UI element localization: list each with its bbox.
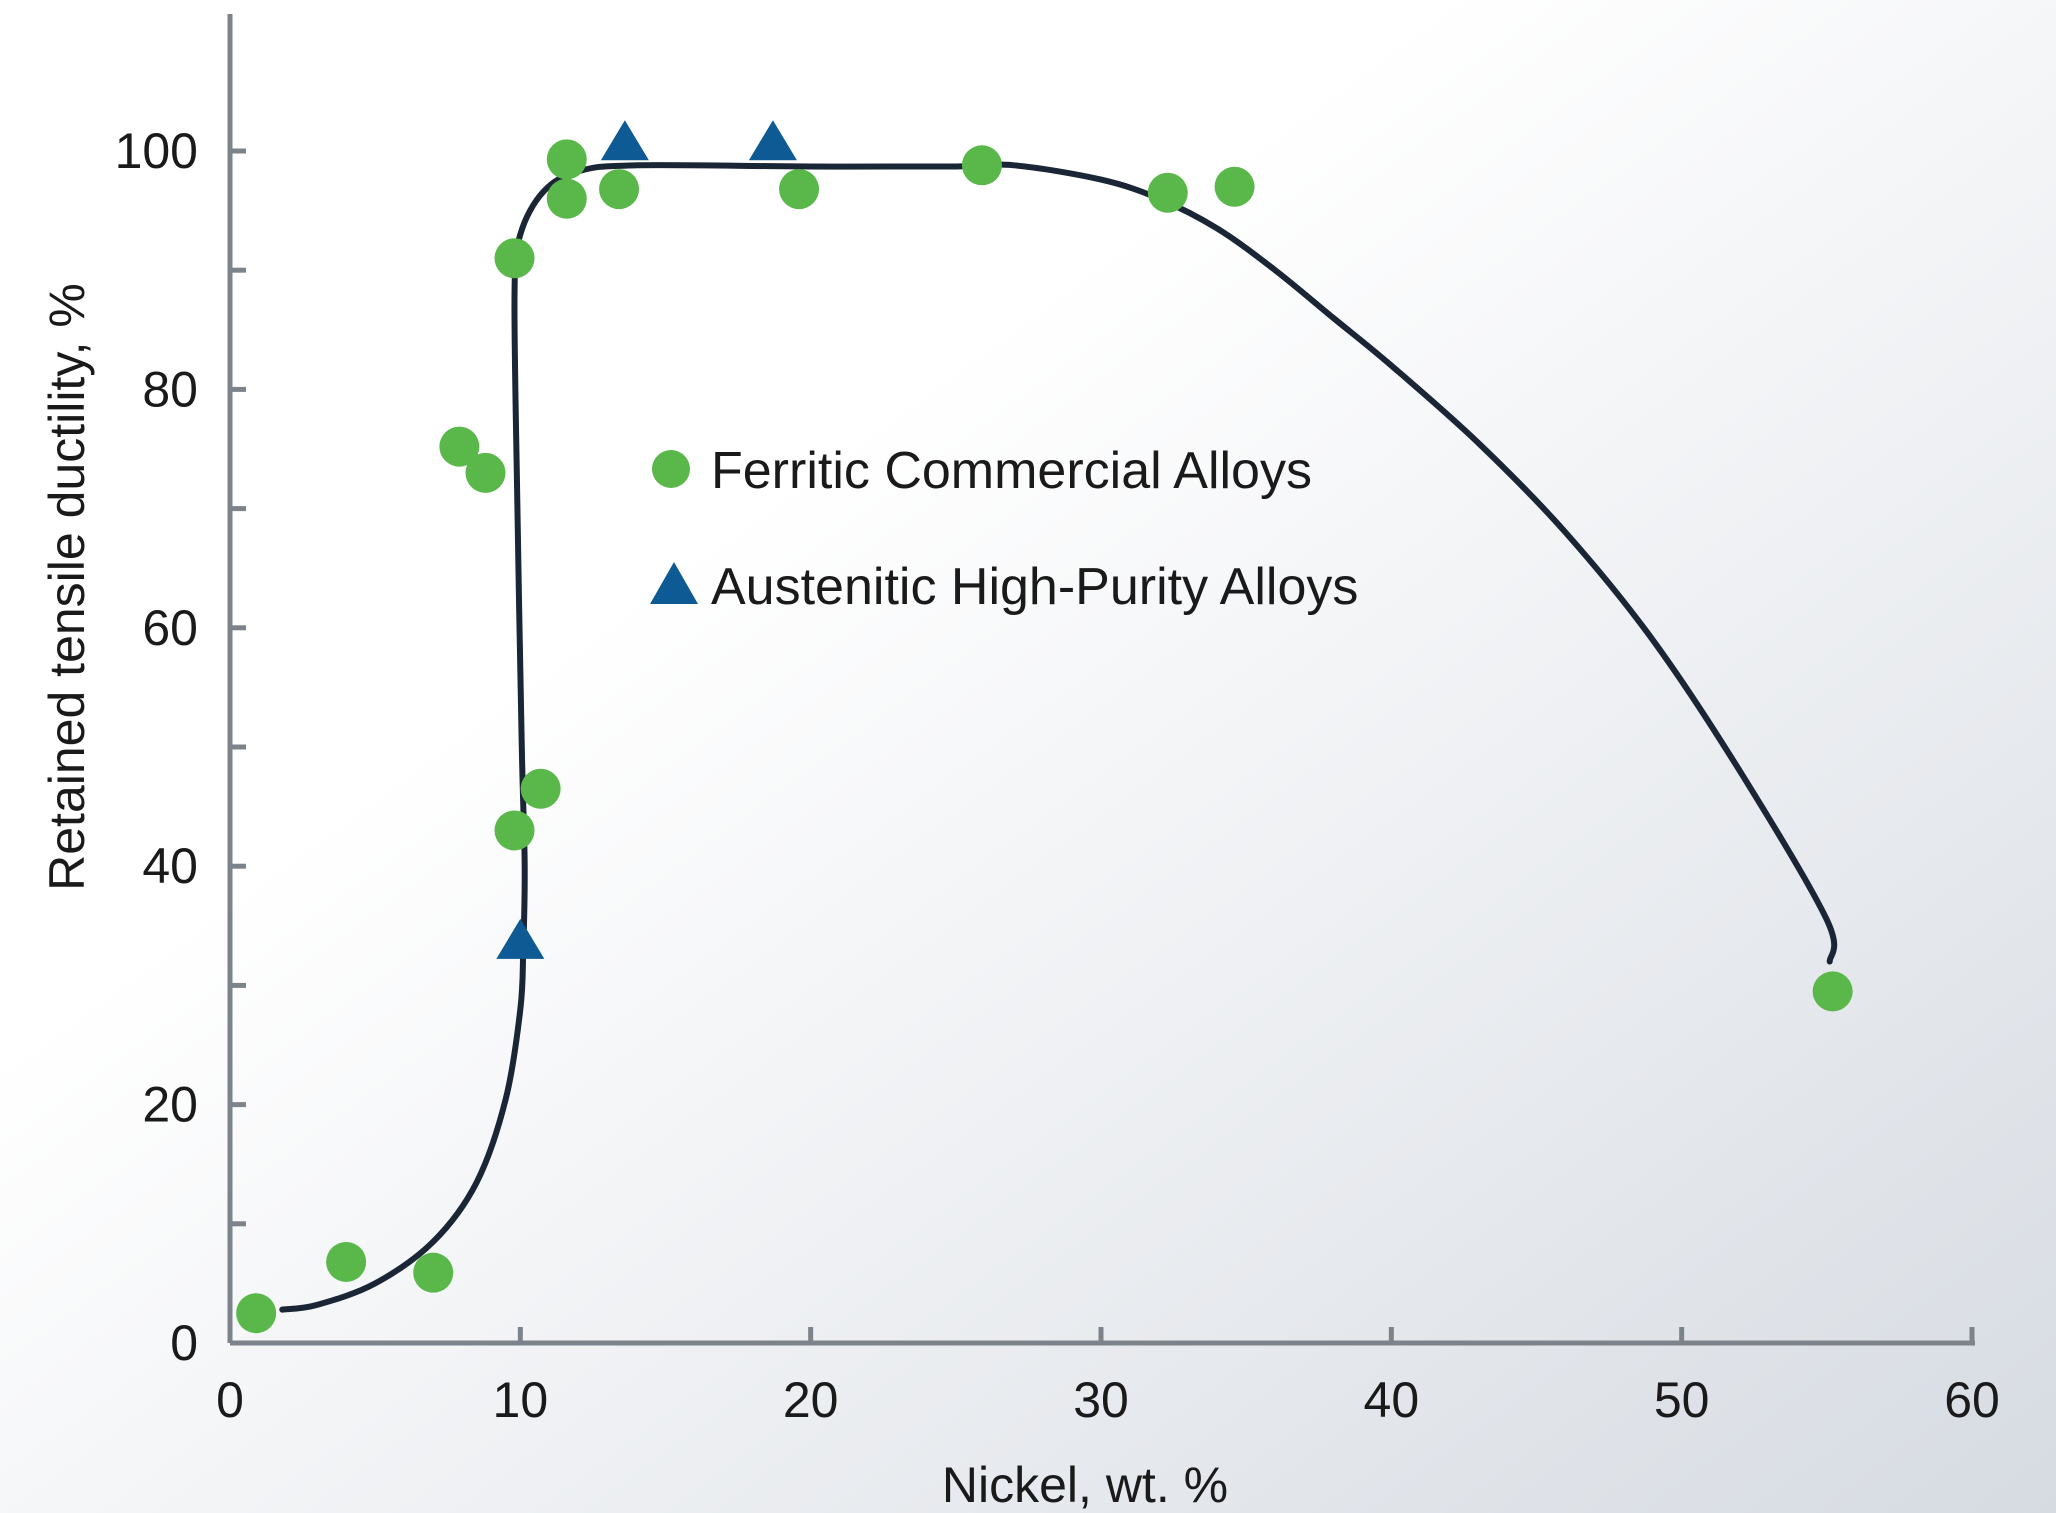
legend-ferritic-marker	[652, 450, 690, 488]
ferritic-point	[546, 139, 587, 180]
trend-curve	[279, 161, 1838, 1313]
legend-austenitic-label: Austenitic High-Purity Alloys	[711, 558, 1358, 616]
y-axis-title: Retained tensile ductility, %	[39, 283, 95, 891]
y-tick-label: 60	[142, 600, 198, 656]
y-tick-label: 20	[142, 1077, 198, 1133]
x-tick-label: 30	[1073, 1372, 1129, 1428]
y-tick-label: 80	[142, 361, 198, 417]
y-tick-label: 40	[142, 838, 198, 894]
x-tick-label: 10	[493, 1372, 549, 1428]
ferritic-point	[465, 452, 506, 493]
legend-austenitic-marker	[650, 562, 698, 604]
y-tick-label: 100	[115, 123, 198, 179]
austenitic-point	[600, 120, 649, 161]
ferritic-point	[599, 169, 640, 210]
ferritic-point	[413, 1252, 454, 1293]
ferritic-point	[1147, 172, 1188, 213]
y-tick-label: 0	[170, 1315, 198, 1371]
x-tick-label: 20	[783, 1372, 839, 1428]
legend: Ferritic Commercial Alloys Austenitic Hi…	[650, 442, 1358, 616]
austenitic-point	[748, 120, 797, 161]
ferritic-point	[494, 810, 535, 851]
trend-curve-group	[279, 161, 1838, 1313]
x-tick-label: 0	[216, 1372, 244, 1428]
ferritic-point	[439, 426, 480, 467]
x-axis-title: Nickel, wt. %	[942, 1457, 1228, 1513]
ferritic-point	[236, 1293, 277, 1334]
x-tick-label: 40	[1364, 1372, 1420, 1428]
ferritic-point	[961, 145, 1002, 186]
x-tick-label: 60	[1944, 1372, 2000, 1428]
x-tick-label: 50	[1654, 1372, 1710, 1428]
ferritic-point	[520, 768, 561, 809]
data-points	[236, 120, 1853, 1334]
axes: 0 20 40 60 80 100 0 10 20 30 40 50 60	[115, 14, 2000, 1428]
ferritic-point	[494, 238, 535, 279]
legend-ferritic-label: Ferritic Commercial Alloys	[711, 442, 1312, 500]
ferritic-point	[1812, 971, 1853, 1012]
ferritic-point	[546, 178, 587, 219]
austenitic-point	[496, 918, 545, 959]
ferritic-point	[1214, 166, 1255, 207]
ferritic-point	[326, 1241, 367, 1282]
ferritic-point	[779, 169, 820, 210]
